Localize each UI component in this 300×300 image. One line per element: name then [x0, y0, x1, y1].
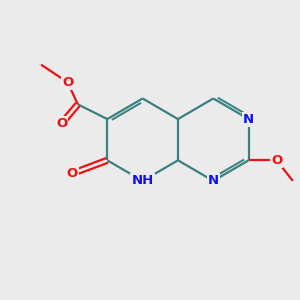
Text: O: O: [66, 167, 78, 180]
Text: O: O: [62, 76, 73, 89]
Text: NH: NH: [131, 174, 154, 188]
Text: N: N: [243, 112, 254, 126]
Text: O: O: [56, 117, 67, 130]
Text: O: O: [271, 154, 282, 167]
Text: N: N: [208, 174, 219, 188]
